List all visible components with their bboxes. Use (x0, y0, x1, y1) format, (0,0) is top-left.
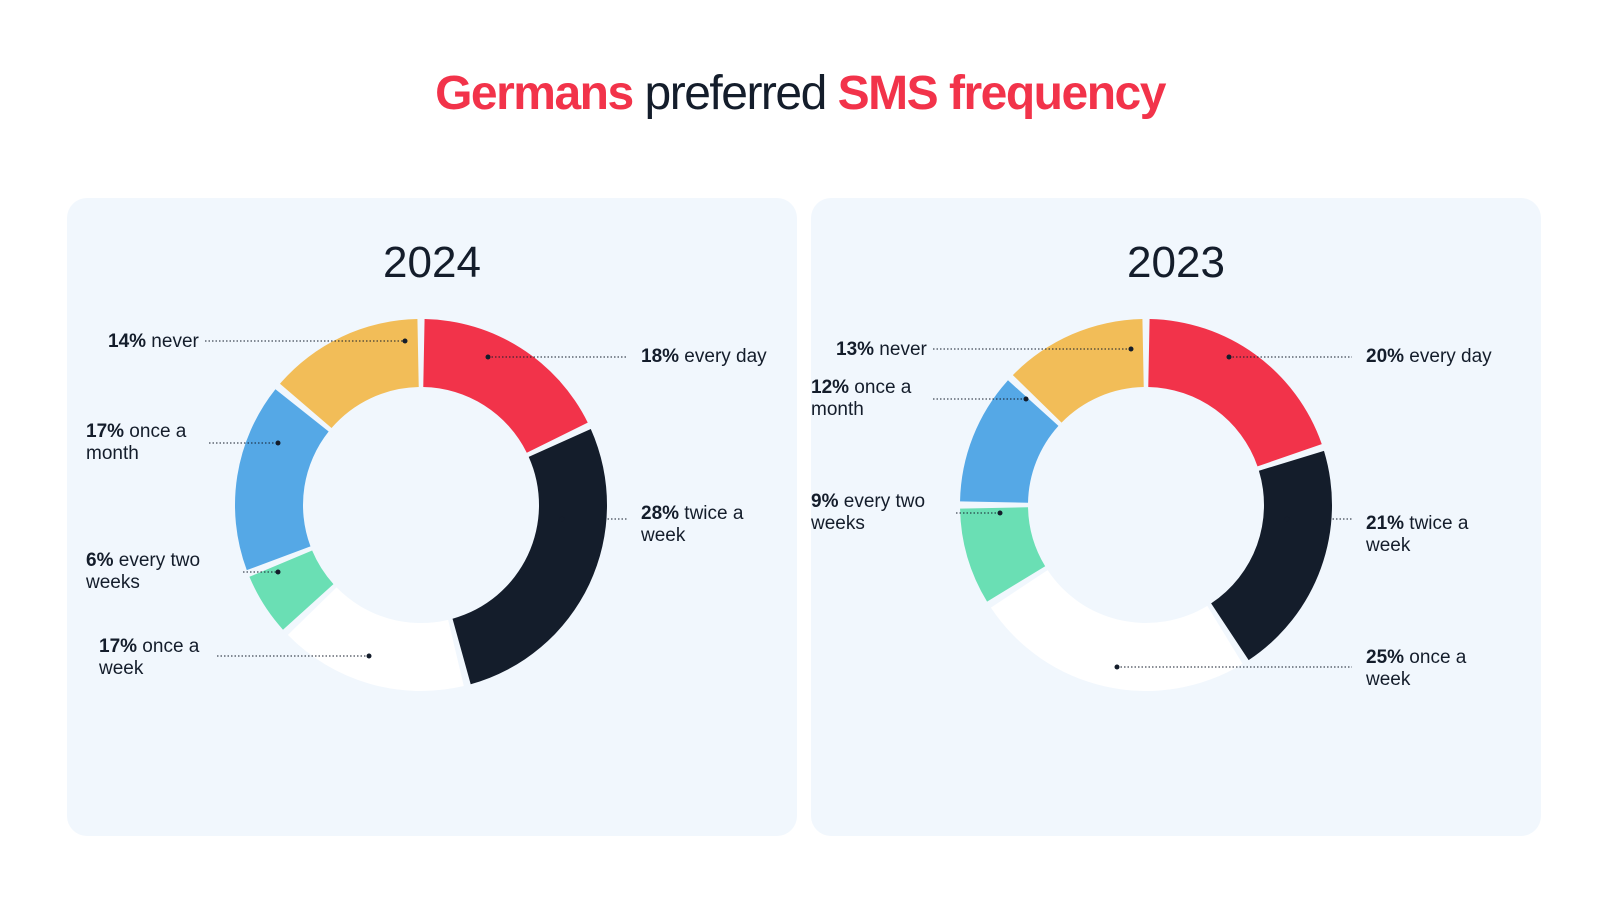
leader-dot-every-two-weeks (997, 510, 1003, 516)
slice-twice-a-week (1211, 450, 1332, 661)
label-text: once a month (811, 377, 912, 420)
data-label-once-a-week: 17% once a week (99, 636, 199, 680)
year-title-2023: 2023 (1127, 238, 1225, 287)
label-text: once a week (99, 636, 200, 679)
data-label-twice-a-week: 21% twice a week (1366, 513, 1468, 557)
leader-dot-once-a-week (1114, 664, 1120, 670)
panel-2024: 2024 18% every day 28% twice a week 17% on… (67, 198, 797, 836)
slice-once-a-month (960, 380, 1059, 503)
data-label-once-a-month: 17% once a month (86, 421, 186, 465)
label-text: every day (679, 346, 767, 367)
label-percent: 21% (1366, 513, 1405, 534)
leader-dot-once-a-week (366, 653, 372, 659)
label-percent: 6% (86, 550, 114, 571)
leader-dot-twice-a-week (1284, 516, 1290, 522)
slice-once-a-month (234, 389, 329, 571)
title-germans: Germans (435, 67, 634, 120)
slice-never (279, 319, 419, 429)
data-label-every-two-weeks: 9% every two weeks (811, 491, 925, 535)
slice-once-a-week (287, 587, 464, 692)
data-label-every-day: 18% every day (641, 346, 767, 368)
label-text: every two weeks (811, 491, 926, 534)
panel-2023: 2023 20% every day 21% twice a week 25% on… (811, 198, 1541, 836)
slice-once-a-week (990, 570, 1243, 691)
slice-every-day (423, 319, 588, 453)
label-text: twice a week (1366, 513, 1469, 556)
donut-chart-2024 (205, 319, 627, 692)
title-sms-frequency: SMS frequency (837, 67, 1167, 120)
label-percent: 12% (811, 377, 850, 398)
label-percent: 28% (641, 503, 680, 524)
slice-every-two-weeks (249, 550, 334, 630)
leader-dot-never (402, 338, 408, 344)
donut-chart-2023 (933, 319, 1352, 691)
slice-never (1012, 319, 1144, 423)
label-percent: 25% (1366, 647, 1405, 668)
label-percent: 14% (108, 331, 147, 352)
slice-every-two-weeks (960, 507, 1046, 602)
title-preferred: preferred (632, 67, 838, 120)
data-label-once-a-month: 12% once a month (811, 377, 911, 421)
label-percent: 9% (811, 491, 839, 512)
label-text: every two weeks (86, 550, 201, 593)
data-label-twice-a-week: 28% twice a week (641, 503, 743, 547)
label-percent: 20% (1366, 346, 1405, 367)
leader-dot-every-two-weeks (275, 569, 281, 575)
data-label-never: 13% never (836, 339, 927, 361)
data-label-never: 14% never (108, 331, 199, 353)
label-text: never (146, 331, 199, 352)
leader-dot-never (1128, 346, 1134, 352)
label-percent: 17% (99, 636, 138, 657)
data-label-once-a-week: 25% once a week (1366, 647, 1466, 691)
slice-every-day (1148, 319, 1322, 467)
leader-dot-every-day (485, 354, 491, 360)
chart-title: Germans preferred SMS frequency (0, 66, 1600, 121)
data-label-every-two-weeks: 6% every two weeks (86, 550, 200, 594)
label-text: once a week (1366, 647, 1467, 690)
label-percent: 13% (836, 339, 875, 360)
label-text: once a month (86, 421, 187, 464)
label-text: never (874, 339, 927, 360)
label-percent: 18% (641, 346, 680, 367)
leader-dot-once-a-month (275, 440, 281, 446)
leader-dot-once-a-month (1023, 396, 1029, 402)
label-text: every day (1404, 346, 1492, 367)
leader-dot-twice-a-week (559, 516, 565, 522)
label-text: twice a week (641, 503, 744, 546)
label-percent: 17% (86, 421, 125, 442)
leader-dot-every-day (1226, 354, 1232, 360)
data-label-every-day: 20% every day (1366, 346, 1492, 368)
year-title-2024: 2024 (383, 238, 481, 287)
slice-twice-a-week (452, 429, 607, 685)
